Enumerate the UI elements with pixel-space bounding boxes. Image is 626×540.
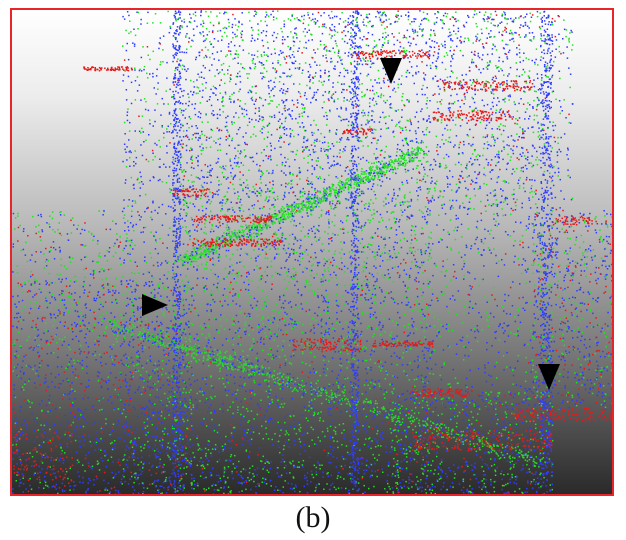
marker-layer [142, 58, 560, 390]
point-cloud-points [12, 10, 612, 494]
top-arrow-icon [380, 58, 402, 84]
right-arrow-icon [538, 364, 560, 390]
background [12, 10, 612, 494]
figure-caption: (b) [295, 501, 331, 534]
point-cloud-figure [10, 8, 614, 496]
point-cloud-image [12, 10, 612, 494]
left-arrow-icon [142, 294, 168, 316]
